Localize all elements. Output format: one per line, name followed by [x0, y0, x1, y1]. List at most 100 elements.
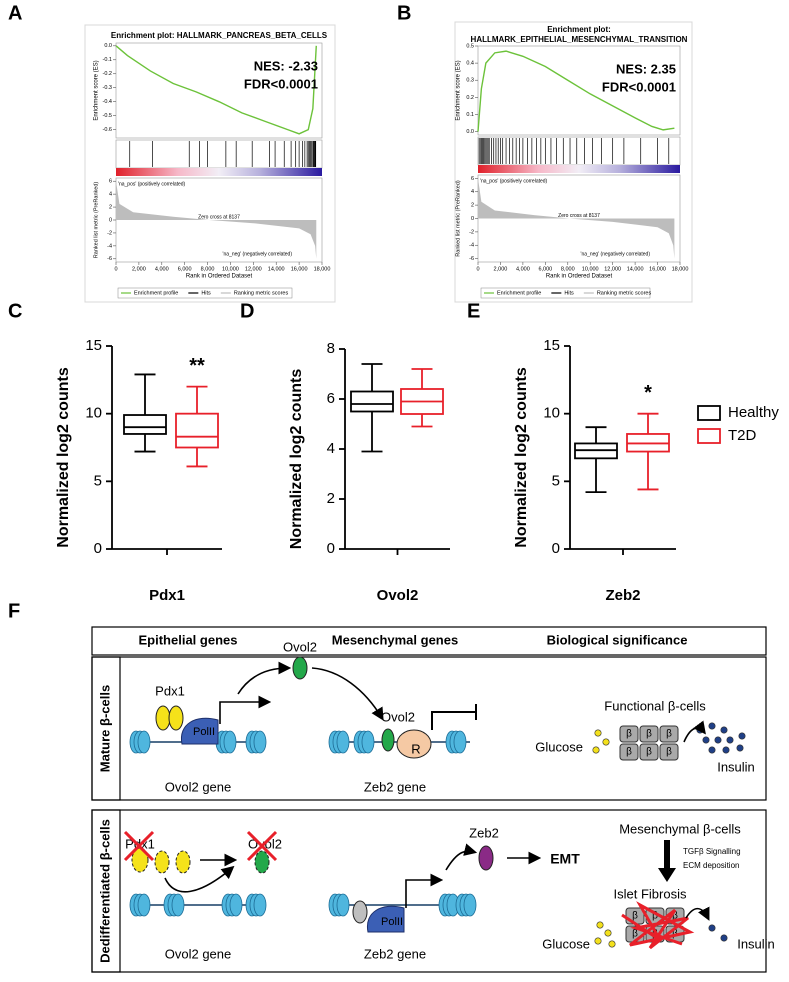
enrichment-line [477, 50, 675, 132]
header-box [91, 626, 767, 656]
zero-note: Zero cross at 8137 [198, 214, 240, 220]
molecule [608, 940, 616, 948]
nucleosome [253, 730, 267, 754]
legend-box [480, 287, 651, 299]
x-tick-label: 16,000 [649, 266, 666, 272]
category-label: Pdx1 [149, 587, 185, 604]
neg-note: 'na_neg' (negatively correlated) [223, 251, 293, 257]
y2-tick-label: -4 [469, 243, 474, 249]
metric-area [478, 178, 675, 259]
down-arrow [658, 840, 676, 882]
x-axis-label: Rank in Ordered Dataset [186, 274, 253, 280]
x-tick-label: 12,000 [604, 266, 621, 272]
y2-tick-label: 0 [109, 217, 112, 223]
y2-tick-label: 6 [471, 176, 474, 182]
y-tick-label: -0.3 [103, 85, 112, 91]
zeb2-protein [478, 845, 494, 871]
row-label-box [91, 656, 121, 801]
legend-label: Ranking metric scores [597, 290, 652, 296]
label: Pdx1 [155, 683, 185, 698]
y-tick-label: 2 [327, 490, 335, 507]
y-tick-label: 0 [552, 540, 560, 557]
y-tick-label: 0.3 [466, 78, 474, 84]
y2-tick-label: 4 [109, 192, 112, 198]
cell-label: β [666, 747, 672, 758]
nes-label: NES: -2.33 [254, 58, 318, 73]
y2-tick-label: 4 [471, 189, 474, 195]
gsea-title: Enrichment plot: HALLMARK_PANCREAS_BETA_… [111, 31, 328, 40]
x-tick-label: 4,000 [155, 266, 169, 272]
gsea-frame [454, 21, 693, 303]
label: Ovol2 [381, 709, 415, 724]
molecule [702, 736, 710, 744]
y-tick-label: 6 [327, 390, 335, 407]
cell-label: β [646, 729, 652, 740]
y-tick-label: 10 [543, 405, 560, 422]
legend-label: T2D [728, 427, 757, 444]
y-tick-label: 0.4 [466, 61, 474, 67]
ovol2-protein [292, 656, 308, 680]
x-tick-label: 6,000 [178, 266, 192, 272]
label: Functional β-cells [604, 698, 706, 713]
repressor [396, 729, 432, 759]
fdr-label: FDR<0.0001 [244, 76, 318, 91]
pos-note: 'na_pos' (positively correlated) [480, 178, 548, 184]
x-tick-label: 8,000 [561, 266, 575, 272]
panel-label: F [8, 600, 20, 622]
gene-label: Zeb2 gene [364, 779, 426, 794]
x-tick-label: 6,000 [538, 266, 552, 272]
x-tick-label: 0 [476, 266, 479, 272]
label: Insulin [737, 936, 775, 951]
cross [123, 830, 155, 862]
x-tick-label: 4,000 [516, 266, 530, 272]
category-label: Zeb2 [605, 587, 640, 604]
label: Mesenchymal β-cells [619, 821, 741, 836]
x-tick-label: 18,000 [314, 266, 331, 272]
curved-arrow [445, 843, 478, 871]
x-tick-label: 8,000 [201, 266, 215, 272]
nucleosome [361, 730, 375, 754]
repression-line [431, 704, 477, 730]
cell-label: β [646, 747, 652, 758]
y-tick-label: 15 [543, 337, 560, 354]
molecule [722, 746, 730, 754]
x-tick-label: 10,000 [222, 266, 239, 272]
x-tick-label: 16,000 [291, 266, 308, 272]
label: Ovol2 [283, 639, 317, 654]
panel-label: D [240, 300, 254, 322]
x-tick-label: 0 [114, 266, 117, 272]
x-tick-label: 18,000 [672, 266, 689, 272]
legend-label: Enrichment profile [134, 290, 178, 296]
pdx1-protein [154, 850, 170, 874]
nucleosome [336, 893, 350, 917]
legend-box [117, 287, 293, 299]
nucleosome [171, 893, 185, 917]
nucleosome [137, 730, 151, 754]
y-tick-label: -0.6 [103, 127, 112, 133]
panel-label: C [8, 300, 22, 322]
curved-arrow [164, 865, 235, 893]
pdx1-protein [155, 705, 171, 731]
legend-swatch [697, 405, 721, 421]
x-tick-label: 2,000 [132, 266, 146, 272]
molecule [708, 722, 716, 730]
legend-label: Hits [201, 290, 211, 296]
y-tick-label: 10 [85, 405, 102, 422]
y-tick-label: 5 [552, 472, 560, 489]
molecule [714, 736, 722, 744]
gsea-title: Enrichment plot: [547, 25, 611, 34]
y2-tick-label: 2 [109, 205, 112, 211]
molecule [736, 744, 744, 752]
cell-label: β [672, 911, 678, 922]
x-tick-label: 2,000 [494, 266, 508, 272]
cell-label: β [626, 747, 632, 758]
y-tick-label: -0.4 [103, 99, 112, 105]
y2-axis-label: Ranked list metric (PreRanked) [455, 180, 461, 257]
molecule [708, 924, 716, 932]
y2-tick-label: 0 [471, 216, 474, 222]
x-tick-label: 12,000 [245, 266, 262, 272]
y2-axis-label: Ranked list metric (PreRanked) [93, 182, 99, 259]
x-tick-label: 10,000 [582, 266, 599, 272]
gene-label: Zeb2 gene [364, 946, 426, 961]
molecule [738, 732, 746, 740]
